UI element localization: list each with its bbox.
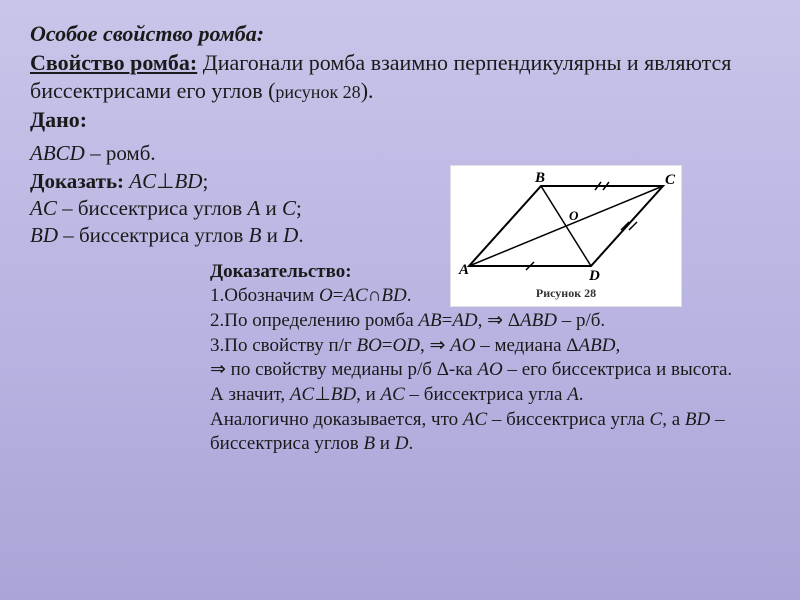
txt: – медиана Δ: [475, 335, 578, 356]
txt: Δ: [503, 310, 520, 331]
txt: и: [260, 196, 282, 220]
txt: BD: [381, 285, 406, 306]
label-d: D: [588, 268, 600, 284]
proof-line-2: 2.По определению ромба AB=AD, ⇒ ΔABD – р…: [210, 309, 750, 334]
txt: , а: [662, 409, 685, 430]
slide-title: Особое свойство ромба:: [30, 20, 770, 49]
txt: , и: [356, 384, 380, 405]
txt: BD: [685, 409, 710, 430]
txt: A: [567, 384, 579, 405]
txt: .: [298, 223, 303, 247]
txt: B: [363, 433, 375, 454]
txt: – ромб.: [85, 141, 156, 165]
given-line-1: ABCD – ромб.: [30, 140, 770, 167]
intersect-icon: ∩: [368, 285, 382, 306]
txt: .: [579, 384, 584, 405]
txt: BD: [174, 169, 202, 193]
prove-label: Доказать:: [30, 169, 124, 193]
txt: OD: [393, 335, 420, 356]
proof-line-5: Аналогично доказывается, что AC – биссек…: [210, 408, 750, 457]
txt: – биссектриса угла: [405, 384, 567, 405]
heading-block: Особое свойство ромба: Свойство ромба: Д…: [30, 20, 770, 134]
txt: AC: [381, 384, 405, 405]
txt: 1.Обозначим: [210, 285, 319, 306]
txt: – р/б.: [557, 310, 605, 331]
label-a: A: [458, 262, 469, 278]
txt: ,: [615, 335, 620, 356]
property-statement: Свойство ромба: Диагонали ромба взаимно …: [30, 49, 770, 106]
txt: D: [283, 223, 298, 247]
txt: AO: [450, 335, 475, 356]
arrow-icon: ⇒: [210, 359, 226, 380]
txt: Аналогично доказывается, что: [210, 409, 463, 430]
txt: AC: [290, 384, 314, 405]
txt: O: [319, 285, 333, 306]
txt: C: [282, 196, 296, 220]
txt: AC: [124, 169, 156, 193]
proof-line-4: ⇒ по свойству медианы р/б Δ-ка AO – его …: [210, 358, 750, 407]
txt: – биссектриса углов: [57, 196, 248, 220]
txt: AO: [477, 359, 502, 380]
diagonal-bd: [541, 186, 591, 266]
txt: .: [408, 433, 413, 454]
txt: и: [261, 223, 283, 247]
txt: ;: [202, 169, 208, 193]
given-label: Дано:: [30, 106, 770, 135]
txt: 2.По определению ромба: [210, 310, 418, 331]
txt: AB: [418, 310, 441, 331]
label-c: C: [665, 172, 676, 188]
txt: – биссектриса углов: [58, 223, 249, 247]
txt: и: [375, 433, 395, 454]
txt: ABD: [520, 310, 557, 331]
txt: .: [407, 285, 412, 306]
property-label: Свойство ромба:: [30, 50, 197, 75]
txt: B: [249, 223, 262, 247]
txt: =: [333, 285, 344, 306]
txt: BD: [331, 384, 356, 405]
property-text-small: рисунок 28: [275, 82, 360, 102]
label-o: O: [569, 208, 579, 223]
txt: BD: [30, 223, 58, 247]
txt: ABCD: [30, 141, 85, 165]
rhombus-diagram: A B C D O: [451, 166, 681, 288]
txt: BO: [356, 335, 381, 356]
txt: AD: [452, 310, 477, 331]
perp-icon: ⊥: [314, 384, 331, 405]
tick-marks: [501, 182, 637, 270]
txt: AC: [463, 409, 487, 430]
slide-container: Особое свойство ромба: Свойство ромба: Д…: [0, 0, 800, 600]
property-text-2: ).: [361, 78, 374, 103]
txt: ,: [478, 310, 488, 331]
txt: =: [382, 335, 393, 356]
figure-caption: Рисунок 28: [451, 286, 681, 301]
txt: AC: [30, 196, 57, 220]
txt: 3.По свойству п/г: [210, 335, 356, 356]
txt: ABD: [579, 335, 616, 356]
txt: C: [650, 409, 663, 430]
txt: =: [442, 310, 453, 331]
txt: AC: [343, 285, 367, 306]
txt: по свойству медианы р/б Δ-ка: [226, 359, 477, 380]
perp-icon: ⊥: [156, 170, 174, 193]
txt: A: [247, 196, 260, 220]
proof-line-3: 3.По свойству п/г BO=OD, ⇒ AO – медиана …: [210, 334, 750, 359]
figure-28: A B C D O Рисунок 28: [450, 165, 682, 307]
txt: – биссектриса угла: [487, 409, 649, 430]
label-b: B: [534, 170, 545, 186]
txt: D: [395, 433, 409, 454]
arrow-icon: ⇒: [487, 310, 503, 331]
arrow-icon: ⇒: [429, 335, 445, 356]
txt: ;: [296, 196, 302, 220]
